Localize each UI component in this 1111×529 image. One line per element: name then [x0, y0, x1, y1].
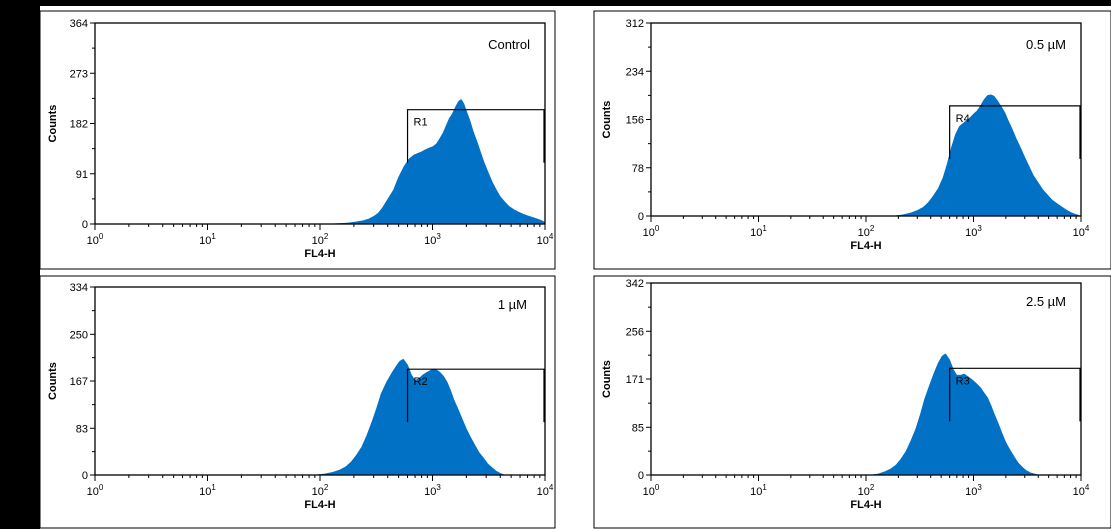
histogram-area: [893, 94, 1080, 217]
histogram-area: [870, 353, 1039, 476]
gate-label: R4: [956, 113, 970, 125]
y-tick-label: 167: [70, 376, 88, 388]
y-tick-label: 250: [70, 329, 88, 341]
y-tick-label: 171: [626, 374, 644, 386]
gate-marker: [949, 367, 1081, 422]
x-tick-label: 100: [87, 232, 104, 247]
x-tick-label: 102: [858, 483, 875, 498]
y-tick-label: 342: [626, 278, 644, 290]
y-tick-label: 78: [632, 163, 644, 175]
x-tick-label: 100: [87, 483, 104, 498]
y-tick-label: 83: [76, 423, 88, 435]
x-tick-label: 101: [750, 483, 767, 498]
x-tick-label: 102: [312, 483, 329, 498]
x-tick-label: 101: [750, 224, 767, 239]
x-tick-label: 103: [424, 232, 441, 247]
x-tick-label: 101: [199, 232, 216, 247]
x-tick-label: 104: [537, 483, 554, 498]
x-tick-label: 104: [1073, 224, 1090, 239]
y-tick-label: 156: [626, 115, 644, 127]
x-axis-label: FL4-H: [304, 499, 335, 511]
y-tick-label: 85: [632, 422, 644, 434]
y-tick-label: 273: [70, 68, 88, 80]
y-axis-label: Counts: [601, 360, 613, 398]
panel-1: R1 0 91 182 273 364 100 101 102 103 104 FL4-H Counts…: [39, 10, 556, 270]
histogram-area: [314, 358, 505, 476]
x-tick-label: 101: [199, 483, 216, 498]
condition-label: 1 µM: [498, 297, 527, 312]
frame-top-border: [0, 0, 1111, 6]
condition-label: Control: [488, 37, 530, 52]
gate-marker: [406, 109, 545, 163]
x-axis-label: FL4-H: [304, 248, 335, 260]
x-tick-label: 104: [1073, 483, 1090, 498]
condition-label: 0.5 µM: [1026, 37, 1066, 52]
panel-2: R4 0 78 156 234 312 100 101 102 103 104 FL4-H Counts…: [593, 10, 1111, 270]
x-tick-label: 103: [965, 224, 982, 239]
y-axis-label: Counts: [47, 105, 59, 143]
x-tick-label: 103: [424, 483, 441, 498]
panel-border: [39, 10, 556, 270]
x-axis-label: FL4-H: [850, 499, 881, 511]
gate-label: R3: [956, 375, 970, 387]
panels: R1 0 91 182 273 364 100 101 102 103 104 FL4-H Counts…: [39, 10, 1111, 529]
frame-left-border: [0, 0, 40, 529]
x-tick-label: 103: [965, 483, 982, 498]
y-tick-label: 312: [626, 18, 644, 30]
x-axis-label: FL4-H: [850, 240, 881, 252]
y-tick-label: 91: [76, 169, 88, 181]
y-tick-label: 364: [70, 18, 88, 30]
gate-label: R1: [414, 117, 428, 129]
y-tick-label: 234: [626, 66, 644, 78]
condition-label: 2.5 µM: [1026, 294, 1066, 309]
y-tick-label: 0: [82, 219, 88, 231]
y-tick-label: 0: [82, 470, 88, 482]
gate-label: R2: [414, 376, 428, 388]
y-tick-label: 0: [638, 211, 644, 223]
x-tick-label: 102: [858, 224, 875, 239]
panel-3: R2 0 83 167 250 334 100 101 102 103 104 FL4-H Counts…: [39, 275, 556, 529]
y-axis-label: Counts: [601, 101, 613, 139]
x-tick-label: 104: [537, 232, 554, 247]
x-tick-label: 100: [643, 483, 660, 498]
panel-border: [593, 10, 1111, 270]
x-tick-label: 100: [643, 224, 660, 239]
y-tick-label: 0: [638, 470, 644, 482]
x-tick-label: 102: [312, 232, 329, 247]
y-tick-label: 334: [70, 282, 88, 294]
y-tick-label: 182: [70, 119, 88, 131]
panel-border: [39, 275, 556, 529]
y-axis-label: Counts: [47, 362, 59, 400]
panel-border: [593, 275, 1111, 529]
y-tick-label: 256: [626, 326, 644, 338]
gate-marker: [949, 105, 1081, 159]
panel-4: R3 0 85 171 256 342 100 101 102 103 104 FL4-H Counts…: [593, 275, 1111, 529]
gate-marker: [406, 368, 545, 423]
